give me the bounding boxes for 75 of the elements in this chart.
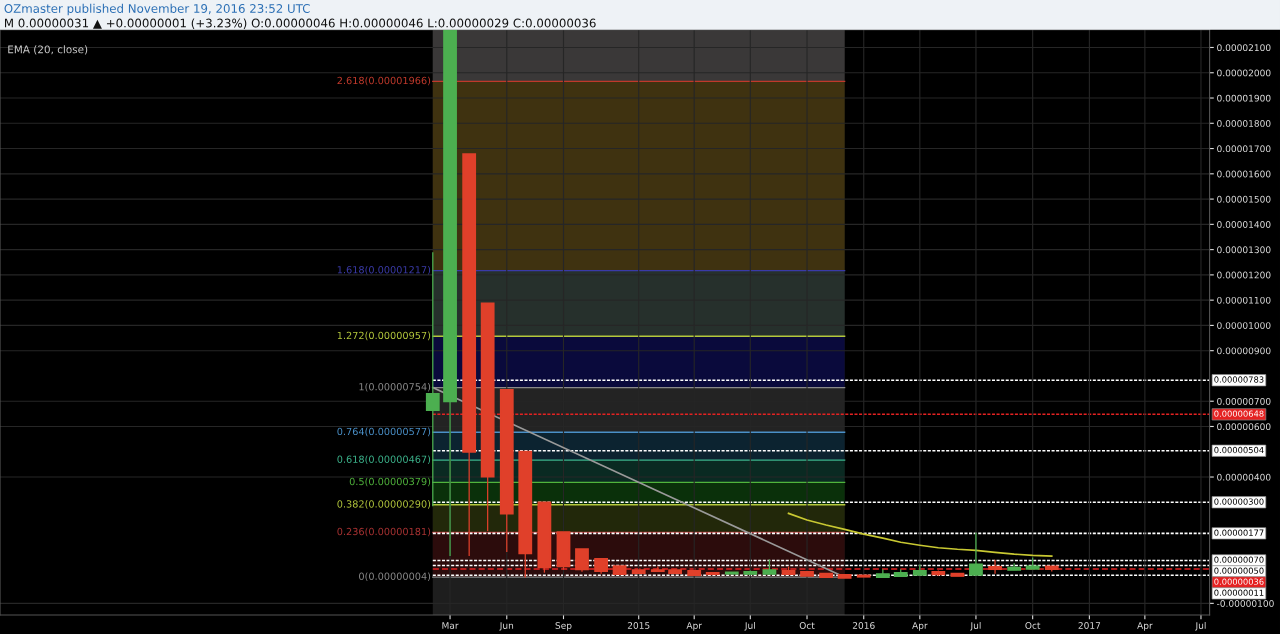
x-tick-label: Oct xyxy=(799,622,815,629)
ref-line-label: 0.382(0.00000290) xyxy=(337,500,431,509)
ref-line-label: 2.618(0.00001966) xyxy=(337,76,431,86)
ref-line-label: 0.236(0.00000181) xyxy=(337,527,431,537)
ref-line-label: 0.00000300 xyxy=(1214,498,1264,505)
y-tick-label: 0.00001600 xyxy=(1217,170,1271,178)
candlestick xyxy=(931,570,946,576)
ref-line-label: 0.00000011 xyxy=(1214,589,1264,596)
line-series xyxy=(787,512,1053,557)
candlestick xyxy=(819,572,834,579)
ref-line-label: 0.00000783 xyxy=(1214,376,1264,383)
x-tick-label: Apr xyxy=(1137,622,1153,631)
ref-line-label: 0.00000070 xyxy=(1214,556,1264,563)
y-tick-label: 0.00000900 xyxy=(1217,347,1271,355)
candlestick xyxy=(724,571,739,575)
candlestick xyxy=(687,569,702,577)
candlestick xyxy=(462,153,477,556)
candlestick xyxy=(743,570,758,575)
candlestick xyxy=(988,559,1002,574)
candlestick xyxy=(575,548,589,572)
y-tick-label: 0.00001500 xyxy=(1217,195,1271,203)
candlestick xyxy=(612,565,627,576)
text: OZmaster published November 19, 2016 23:52 UTC xyxy=(4,3,310,16)
x-tick-label: 2015 xyxy=(627,622,650,629)
y-tick-label: 0.00001900 xyxy=(1217,94,1271,102)
x-tick-label: Jun xyxy=(499,622,514,631)
candlestick xyxy=(668,569,682,575)
ref-line-label: 0(0.00000004) xyxy=(359,572,431,582)
candlestick xyxy=(480,302,495,531)
ref-line-label: 0.00000504 xyxy=(1214,446,1264,454)
y-tick-label: 0.00002000 xyxy=(1217,69,1271,77)
y-tick-label: 0.00001200 xyxy=(1217,271,1271,279)
candlestick xyxy=(631,569,646,575)
ref-line-label: 0.618(0.00000467) xyxy=(337,455,431,465)
ref-line-label: 0.00000036 xyxy=(1214,578,1264,585)
y-tick-label: 0.00001400 xyxy=(1217,221,1271,228)
candlestick xyxy=(518,450,533,578)
x-tick-label: Oct xyxy=(1025,622,1041,629)
x-tick-label: Jul xyxy=(970,621,981,631)
ref-line-label: 0.764(0.00000577) xyxy=(337,427,431,437)
y-tick-label: 0.00001700 xyxy=(1217,145,1271,153)
y-tick-label: -0.00000100 xyxy=(1216,600,1274,607)
y-tick-label: 0.00002100 xyxy=(1217,44,1271,52)
candlestick xyxy=(499,389,514,552)
y-tick-label: 0.00000400 xyxy=(1217,473,1271,481)
x-tick-label: Jul xyxy=(1195,621,1206,631)
candlestick xyxy=(950,572,965,577)
y-tick-label: 0.00000700 xyxy=(1217,397,1271,405)
ref-line-label: 0.00000177 xyxy=(1214,529,1264,536)
y-tick-label: 0.00001800 xyxy=(1217,120,1271,127)
y-tick-label: 0.00001300 xyxy=(1217,246,1271,254)
ref-line-label: 1.272(0.00000957) xyxy=(337,331,431,341)
x-tick-label: Mar xyxy=(442,622,459,629)
candlestick xyxy=(837,574,852,579)
annotation: EMA (20, close) xyxy=(8,45,88,55)
candlestick xyxy=(594,558,608,574)
candlestick xyxy=(800,570,814,577)
x-tick-label: 2017 xyxy=(1078,622,1101,629)
x-tick-label: Apr xyxy=(686,622,702,631)
x-tick-label: Sep xyxy=(555,622,572,631)
x-tick-label: 2016 xyxy=(852,622,875,629)
ref-line-label: 0.00000050 xyxy=(1214,567,1264,574)
ref-line-label: 0.00000648 xyxy=(1214,410,1264,417)
x-tick-label: Apr xyxy=(912,622,928,631)
text: M 0.00000031 ▲ +0.00000001 (+3.23%) O:0.00000046 H:0.00000046 L:0.00000029 C:0.00000036 xyxy=(5,18,596,29)
candlestick xyxy=(856,574,871,578)
y-tick-label: 0.00001000 xyxy=(1217,322,1271,329)
ref-line-label: 1(0.00000754) xyxy=(359,382,431,392)
ref-line-label: 0.5(0.00000379) xyxy=(349,477,431,487)
y-tick-label: 0.00000600 xyxy=(1217,423,1271,431)
candlestick xyxy=(705,572,720,576)
candlestick xyxy=(969,532,983,576)
x-tick-label: Jul xyxy=(744,621,755,631)
y-tick-label: 0.00001100 xyxy=(1217,296,1271,304)
ref-line-label: 1.618(0.00001217) xyxy=(337,265,431,275)
